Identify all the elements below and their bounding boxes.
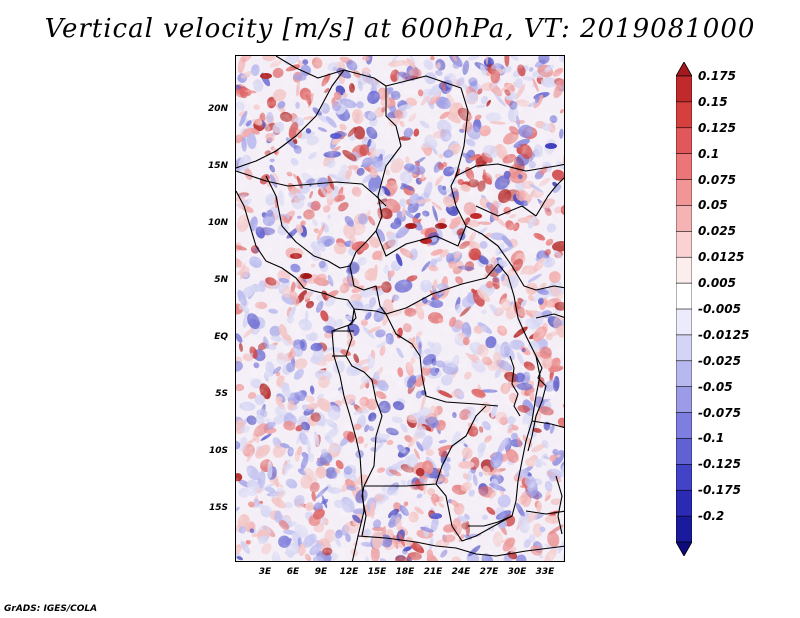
colorbar-label: -0.05	[698, 379, 733, 394]
colorbar-label: -0.1	[698, 431, 725, 446]
colorbar-label: -0.0125	[698, 327, 750, 342]
lon-label: 33E	[535, 567, 555, 577]
colorbar-segment	[676, 179, 692, 207]
lat-label: 10S	[208, 446, 228, 456]
colorbar-segment	[676, 282, 692, 310]
lon-label: 6E	[286, 567, 300, 577]
lon-label: 24E	[451, 567, 471, 577]
lat-label: EQ	[214, 332, 228, 342]
colorbar-label: -0.025	[698, 353, 741, 368]
colorbar-segment	[676, 386, 692, 414]
colorbar-segment	[676, 438, 692, 466]
colorbar-label: -0.075	[698, 405, 741, 420]
lat-label: 5N	[214, 275, 228, 285]
colorbar-segment	[676, 412, 692, 440]
lon-label: 12E	[339, 567, 359, 577]
colorbar-label: 0.125	[698, 120, 736, 135]
colorbar-segment	[676, 489, 692, 517]
plot-title: Vertical velocity [m/s] at 600hPa, VT: 2…	[44, 14, 756, 44]
colorbar-label: -0.125	[698, 457, 741, 472]
colorbar-segment	[676, 101, 692, 129]
velocity-field	[236, 56, 564, 561]
lat-label: 10N	[207, 218, 228, 228]
colorbar-top-arrow	[676, 62, 692, 77]
lat-label: 5S	[215, 389, 228, 399]
colorbar-segment	[676, 334, 692, 362]
colorbar-label: 0.0125	[698, 250, 745, 265]
colorbar-label: 0.025	[698, 224, 736, 239]
colorbar-segment	[676, 205, 692, 233]
colorbar-label: 0.1	[698, 146, 720, 161]
colorbar-label: -0.005	[698, 302, 741, 316]
colorbar-label: 0.175	[698, 69, 736, 83]
lon-label: 15E	[367, 567, 387, 577]
map-panel	[235, 55, 565, 562]
lat-label: 20N	[207, 104, 228, 114]
lon-label: 3E	[258, 567, 272, 577]
colorbar-label: 0.005	[698, 276, 736, 291]
colorbar-label: 0.15	[698, 94, 728, 109]
colorbar-bottom-arrow	[676, 541, 692, 556]
lon-label: 30E	[507, 567, 527, 577]
colorbar-label: 0.075	[698, 172, 736, 187]
colorbar-segment	[676, 360, 692, 388]
colorbar-segment	[676, 153, 692, 181]
colorbar-segment	[676, 231, 692, 259]
lat-label: 15S	[208, 503, 228, 513]
lon-label: 27E	[479, 567, 499, 577]
colorbar-label: 0.05	[698, 198, 728, 213]
colorbar-segment	[676, 515, 692, 543]
country-borders	[236, 56, 564, 561]
colorbar	[676, 62, 692, 556]
colorbar-segment	[676, 256, 692, 284]
colorbar-segment	[676, 75, 692, 103]
lon-label: 18E	[395, 567, 415, 577]
colorbar-label: -0.2	[698, 509, 725, 524]
colorbar-segment	[676, 464, 692, 492]
footer-credit: GrADS: IGES/COLA	[4, 604, 98, 614]
colorbar-label: -0.175	[698, 483, 741, 498]
colorbar-segment	[676, 308, 692, 336]
lat-label: 15N	[207, 161, 228, 171]
colorbar-segment	[676, 127, 692, 155]
lon-label: 9E	[314, 567, 328, 577]
lon-label: 21E	[423, 567, 443, 577]
